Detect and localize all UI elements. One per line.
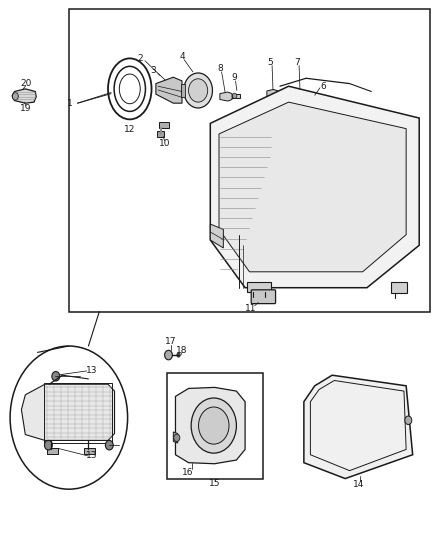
Circle shape [184,73,212,108]
Bar [69,10,430,312]
Polygon shape [210,224,223,248]
Text: 14: 14 [353,480,364,489]
Text: 10: 10 [159,139,170,148]
Circle shape [165,350,173,360]
Text: 1: 1 [67,99,73,108]
Text: 7: 7 [294,58,300,67]
Text: 13: 13 [86,451,98,461]
Polygon shape [219,102,406,272]
Text: 19: 19 [20,104,32,113]
Text: 16: 16 [181,468,193,477]
Circle shape [12,93,18,100]
Text: 8: 8 [217,64,223,73]
Polygon shape [304,375,413,479]
Polygon shape [176,387,245,464]
Bar [391,282,407,293]
Polygon shape [21,384,115,440]
Circle shape [405,416,412,424]
Polygon shape [210,86,419,288]
Circle shape [174,434,180,441]
Text: 6: 6 [321,82,326,91]
Circle shape [106,440,113,450]
Bar [159,122,169,127]
Text: 20: 20 [20,79,32,88]
Circle shape [52,372,60,381]
Bar [167,373,262,479]
Circle shape [177,353,180,357]
Circle shape [300,92,309,102]
Bar [47,448,58,454]
Polygon shape [173,432,178,443]
Text: 15: 15 [209,479,220,488]
Bar [157,131,164,136]
Text: 3: 3 [150,66,156,75]
Text: 9: 9 [231,73,237,82]
Text: 18: 18 [176,346,188,355]
Polygon shape [156,77,182,103]
Text: 5: 5 [268,58,273,67]
Bar [181,84,185,97]
Bar [44,383,112,442]
Text: 11: 11 [244,304,256,313]
Circle shape [188,79,208,102]
Bar [84,448,95,454]
Polygon shape [293,91,303,102]
Bar [232,94,240,99]
Circle shape [198,407,229,444]
Circle shape [191,398,237,453]
Polygon shape [267,90,278,104]
Text: 4: 4 [179,52,185,61]
Circle shape [45,440,52,450]
Text: 2: 2 [137,54,143,62]
Text: 17: 17 [165,337,176,346]
Circle shape [276,91,286,103]
FancyBboxPatch shape [251,290,276,304]
Bar [247,282,271,292]
Circle shape [233,93,237,99]
Text: 13: 13 [86,367,97,375]
Bar [311,94,318,100]
Polygon shape [12,89,36,103]
Polygon shape [220,92,232,101]
Text: 12: 12 [124,125,135,134]
